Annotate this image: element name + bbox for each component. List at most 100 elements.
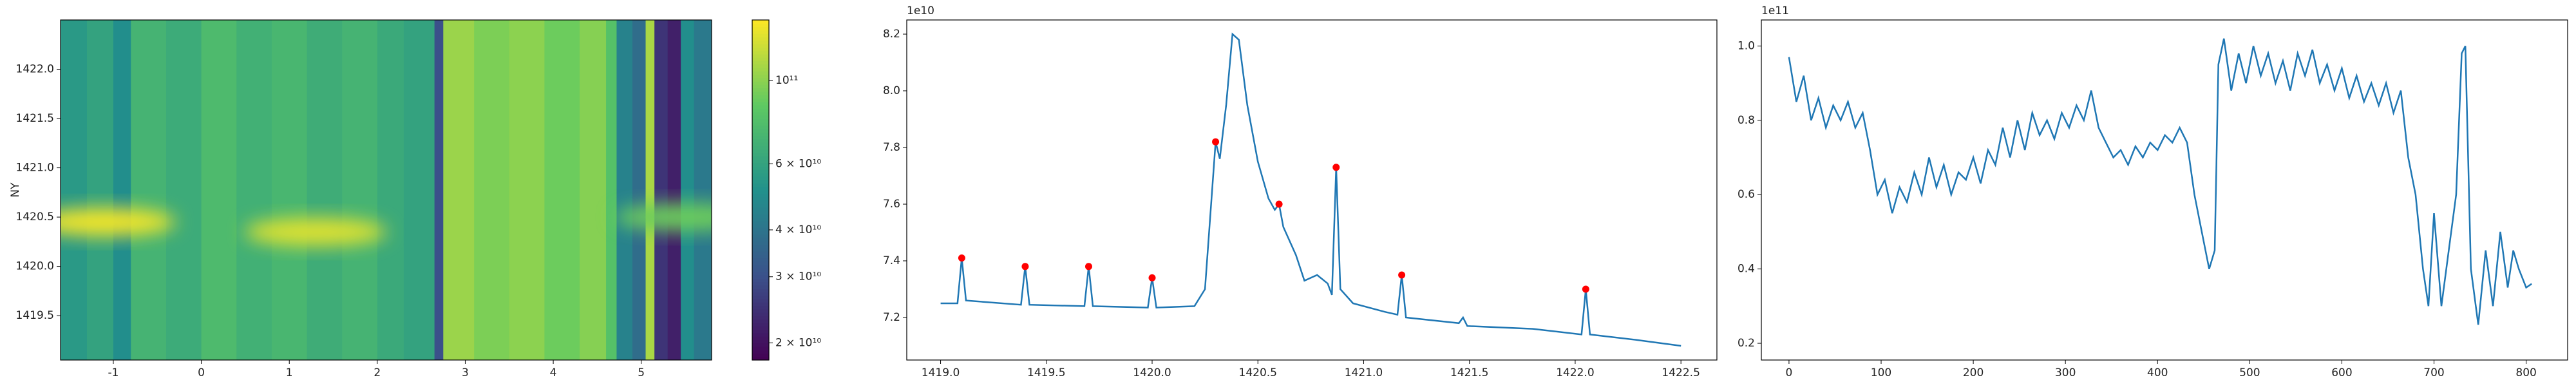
colorbar-cell — [752, 152, 769, 157]
heatmap-column — [645, 20, 655, 360]
colorbar-cell — [752, 26, 769, 31]
colorbar-cell — [752, 57, 769, 61]
heatmap-column — [632, 20, 647, 360]
colorbar-cell — [752, 339, 769, 344]
colorbar-cell — [752, 169, 769, 174]
colorbar-cell — [752, 173, 769, 177]
x-tick-label: 100 — [1871, 366, 1891, 379]
colorbar-cell — [752, 292, 769, 296]
x-tick-label: 1422.5 — [1662, 366, 1700, 379]
colorbar-cell — [752, 105, 769, 109]
colorbar-cell — [752, 176, 769, 180]
colorbar-cell — [752, 119, 769, 122]
heatmap-column — [654, 20, 668, 360]
x-tick-label: 2 — [374, 366, 381, 379]
colorbar-cell — [752, 142, 769, 146]
colorbar-cell — [752, 200, 769, 204]
colorbar-cell — [752, 183, 769, 187]
colorbar-tick-label: 6 × 10¹⁰ — [775, 157, 821, 170]
x-tick-label: 1420.5 — [1239, 366, 1277, 379]
colorbar-cell — [752, 289, 769, 292]
heatmap-column — [580, 20, 607, 360]
colorbar-cell — [752, 305, 769, 310]
colorbar-cell — [752, 346, 769, 350]
colorbar-cell — [752, 67, 769, 71]
colorbar-cell — [752, 135, 769, 140]
colorbar-cell — [752, 98, 769, 102]
colorbar-cell — [752, 350, 769, 354]
y-tick-label: 8.2 — [883, 28, 900, 41]
x-tick-label: 5 — [638, 366, 645, 379]
colorbar-cell — [752, 210, 769, 214]
heatmap-column — [236, 20, 272, 360]
y-tick-label: 0.6 — [1738, 188, 1755, 201]
y-tick-label: 7.8 — [883, 141, 900, 154]
y-tick-label: 1421.0 — [16, 162, 54, 175]
peak-marker — [1021, 263, 1029, 270]
colorbar-cell — [752, 40, 769, 44]
colorbar-cell — [752, 64, 769, 68]
colorbar-cell — [752, 20, 769, 24]
colorbar-cell — [752, 302, 769, 307]
colorbar-cell — [752, 23, 769, 28]
heatmap-column — [544, 20, 580, 360]
line-series — [1788, 38, 2532, 325]
offset-text: 1e10 — [907, 5, 934, 17]
y-tick-label: 0.4 — [1738, 263, 1755, 276]
heatmap-column — [606, 20, 617, 360]
peak-marker — [1084, 263, 1092, 270]
colorbar-cell — [752, 74, 769, 79]
colorbar-cell — [752, 223, 769, 228]
peak-marker — [1332, 164, 1340, 171]
peak-marker — [1398, 271, 1406, 279]
colorbar-cell — [752, 186, 769, 191]
x-tick-label: 200 — [1963, 366, 1984, 379]
colorbar-frame — [752, 19, 770, 361]
colorbar-cell — [752, 234, 769, 238]
x-tick-label: 0 — [198, 366, 205, 379]
colorbar-cell — [752, 316, 769, 320]
colorbar-cell — [752, 308, 769, 313]
heatmap-column — [131, 20, 167, 360]
heatmap-column — [307, 20, 343, 360]
x-tick-label: 1419.0 — [922, 366, 960, 379]
colorbar-cell — [752, 326, 769, 330]
y-tick-label: 0.8 — [1738, 114, 1755, 127]
colorbar-cell — [752, 247, 769, 252]
colorbar-cell — [752, 265, 769, 269]
heatmap-column — [86, 20, 114, 360]
axes-frame — [906, 19, 1718, 361]
y-tick-label: 0.2 — [1738, 337, 1755, 350]
x-tick-label: 600 — [2331, 366, 2352, 379]
x-tick-label: 1 — [286, 366, 293, 379]
colorbar-cell — [752, 312, 769, 316]
colorbar-cell — [752, 50, 769, 55]
colorbar-cell — [752, 128, 769, 133]
peak-marker — [958, 254, 965, 262]
colorbar-cell — [752, 84, 769, 89]
x-tick-label: 1419.5 — [1027, 366, 1065, 379]
colorbar-cell — [752, 166, 769, 170]
colorbar-cell — [752, 180, 769, 184]
colorbar-cell — [752, 254, 769, 259]
colorbar-cell — [752, 162, 769, 167]
colorbar-cell — [752, 275, 769, 279]
colorbar-cell — [752, 207, 769, 211]
colorbar-cell — [752, 237, 769, 242]
heatmap-column — [113, 20, 131, 360]
y-tick-label: 7.4 — [883, 254, 900, 267]
heatmap-hotspot — [614, 203, 712, 232]
colorbar-cell — [752, 295, 769, 299]
colorbar-cell — [752, 196, 769, 201]
colorbar-cell — [752, 271, 769, 276]
x-tick-label: 0 — [1786, 366, 1793, 379]
heatmap-column — [271, 20, 308, 360]
colorbar-cell — [752, 217, 769, 222]
heatmap-column — [443, 20, 475, 360]
heatmap-column — [61, 20, 88, 360]
colorbar-cell — [752, 220, 769, 225]
colorbar-cell — [752, 227, 769, 231]
y-tick-label: 7.6 — [883, 198, 900, 211]
colorbar-tick-label: 4 × 10¹⁰ — [775, 223, 821, 236]
